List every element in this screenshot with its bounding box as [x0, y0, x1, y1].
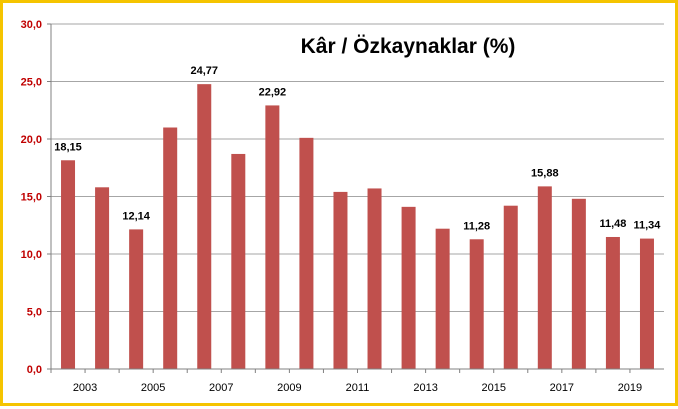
bar-2005 — [129, 229, 144, 369]
bar-2003 — [61, 160, 76, 369]
x-tick-label: 2003 — [73, 382, 97, 394]
data-label: 12,14 — [122, 210, 150, 222]
bar-2013 — [401, 206, 416, 369]
axes: 0,0 5,0 10,0 15,0 20,0 25,0 30,0 2003 2005 2007 20… — [21, 19, 664, 394]
x-tick-label: 2009 — [277, 382, 301, 394]
gridlines — [51, 23, 664, 312]
x-tick-label: 2007 — [209, 382, 233, 394]
bar-2009 — [265, 105, 280, 370]
bar-2019 — [605, 236, 620, 369]
bar-2006 — [163, 127, 178, 369]
bar-2004 — [95, 187, 110, 369]
x-tick-label: 2017 — [550, 382, 574, 394]
bar-2014 — [435, 228, 450, 369]
bar-2008 — [231, 153, 246, 369]
bars — [61, 84, 654, 370]
x-tick-label: 2005 — [141, 382, 165, 394]
y-tick-label: 0,0 — [27, 364, 42, 376]
data-labels: 18,15 12,14 24,77 22,92 11,28 15,88 11,48 11,34 — [54, 65, 661, 232]
y-tick-label: 30,0 — [21, 19, 42, 31]
bar-2016 — [503, 205, 518, 369]
y-tick-label: 5,0 — [27, 307, 42, 319]
bar-2010 — [299, 137, 314, 369]
x-tick-label: 2019 — [618, 382, 642, 394]
y-tick-label: 10,0 — [21, 249, 42, 261]
data-label: 11,48 — [599, 218, 626, 230]
bar-2011 — [333, 191, 348, 369]
data-label: 15,88 — [531, 167, 559, 179]
bar-2007 — [197, 84, 212, 370]
y-tick-label: 25,0 — [21, 77, 42, 89]
data-label: 11,28 — [463, 220, 490, 232]
data-label: 24,77 — [190, 65, 218, 77]
x-tick-label: 2013 — [413, 382, 437, 394]
y-tick-label: 15,0 — [21, 192, 42, 204]
x-tick-label: 2015 — [481, 382, 505, 394]
bar-2018 — [571, 198, 586, 369]
data-label: 11,34 — [634, 220, 662, 232]
data-label: 22,92 — [259, 86, 287, 98]
bar-2012 — [367, 188, 382, 369]
data-label: 18,15 — [54, 141, 82, 153]
bar-2015 — [469, 239, 484, 369]
bar-2020 — [639, 238, 654, 369]
bar-2017 — [537, 186, 552, 369]
bar-chart: 0,0 5,0 10,0 15,0 20,0 25,0 30,0 2003 2005 2007 20… — [21, 19, 664, 394]
y-tick-label: 20,0 — [21, 134, 42, 146]
x-tick-label: 2011 — [346, 382, 370, 394]
chart-title: Kâr / Özkaynaklar (%) — [301, 35, 516, 58]
